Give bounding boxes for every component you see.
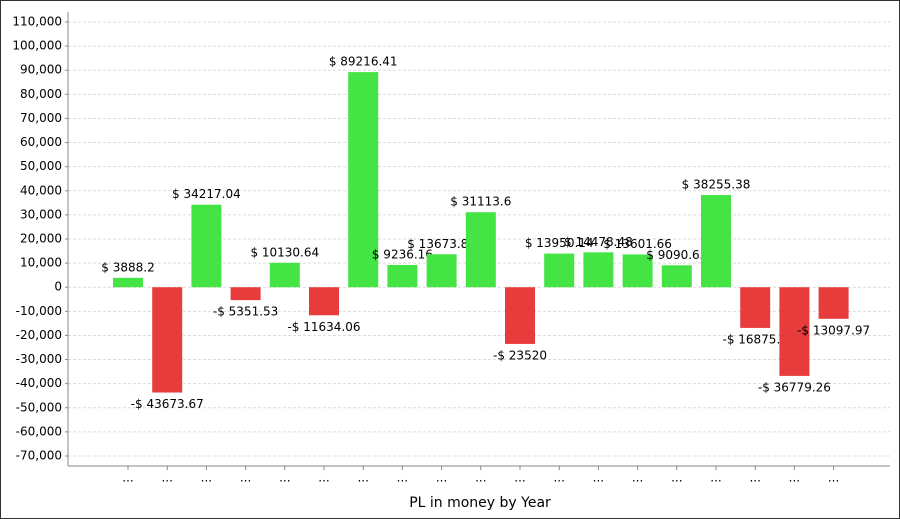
bar bbox=[505, 287, 535, 344]
bar bbox=[622, 254, 653, 288]
x-tick-label: ... bbox=[710, 471, 721, 485]
x-tick-label: ... bbox=[475, 471, 486, 485]
bar bbox=[661, 265, 692, 288]
y-tick-label: 110,000 bbox=[12, 15, 62, 29]
bar bbox=[818, 287, 849, 319]
bar bbox=[152, 287, 183, 393]
y-tick-label: -20,000 bbox=[16, 328, 62, 342]
data-label: $ 13950.14 bbox=[525, 236, 594, 250]
data-label: $ 31113.6 bbox=[450, 195, 511, 209]
y-tick-label: 90,000 bbox=[20, 63, 62, 77]
data-label: $ 38255.38 bbox=[682, 177, 751, 191]
bar bbox=[583, 252, 614, 288]
y-tick-label: 20,000 bbox=[20, 232, 62, 246]
y-tick-label: -50,000 bbox=[16, 400, 62, 414]
data-label: $ 9090.65 bbox=[646, 248, 707, 262]
y-tick-label: -70,000 bbox=[16, 449, 62, 463]
y-tick-label: 10,000 bbox=[20, 256, 62, 270]
data-label: -$ 16875.9 bbox=[722, 332, 787, 346]
data-label: $ 3888.2 bbox=[101, 260, 154, 274]
bar bbox=[426, 254, 457, 288]
bar bbox=[230, 287, 261, 301]
x-tick-label: ... bbox=[201, 471, 212, 485]
bar bbox=[113, 277, 143, 288]
x-tick-label: ... bbox=[318, 471, 329, 485]
bar bbox=[309, 287, 339, 316]
x-tick-label: ... bbox=[514, 471, 525, 485]
data-label: -$ 5351.53 bbox=[213, 305, 278, 319]
x-tick-label: ... bbox=[749, 471, 760, 485]
data-label: $ 89216.41 bbox=[329, 55, 398, 69]
bar bbox=[191, 204, 222, 288]
x-tick-label: ... bbox=[161, 471, 172, 485]
bar bbox=[544, 253, 575, 288]
data-label: $ 13673.89 bbox=[407, 237, 476, 251]
bar bbox=[701, 194, 731, 288]
y-tick-label: 40,000 bbox=[20, 183, 62, 197]
data-label: -$ 13097.97 bbox=[797, 323, 870, 337]
data-label: -$ 43673.67 bbox=[131, 397, 204, 411]
y-tick-label: 0 bbox=[54, 280, 62, 294]
y-tick-label: 30,000 bbox=[20, 207, 62, 221]
x-tick-label: ... bbox=[436, 471, 447, 485]
data-label: $ 14478.48 bbox=[564, 235, 633, 249]
data-label: -$ 11634.06 bbox=[287, 320, 360, 334]
y-tick-label: 60,000 bbox=[20, 135, 62, 149]
x-tick-label: ... bbox=[789, 471, 800, 485]
data-label: -$ 23520 bbox=[493, 348, 547, 362]
x-tick-label: ... bbox=[671, 471, 682, 485]
y-tick-label: 50,000 bbox=[20, 159, 62, 173]
y-tick-label: -30,000 bbox=[16, 352, 62, 366]
x-tick-label: ... bbox=[553, 471, 564, 485]
data-label: $ 9236.16 bbox=[372, 247, 433, 261]
y-tick-label: 100,000 bbox=[12, 39, 62, 53]
bar bbox=[465, 212, 496, 288]
bar bbox=[779, 287, 810, 376]
data-label: $ 10130.64 bbox=[250, 245, 319, 259]
x-tick-label: ... bbox=[279, 471, 290, 485]
x-tick-label: ... bbox=[593, 471, 604, 485]
data-label: $ 34217.04 bbox=[172, 187, 241, 201]
x-tick-label: ... bbox=[397, 471, 408, 485]
x-tick-label: ... bbox=[122, 471, 133, 485]
y-tick-label: 70,000 bbox=[20, 111, 62, 125]
x-tick-label: ... bbox=[357, 471, 368, 485]
bar bbox=[740, 287, 771, 328]
y-tick-label: -40,000 bbox=[16, 376, 62, 390]
bar bbox=[269, 262, 300, 288]
data-label: -$ 36779.26 bbox=[758, 380, 831, 394]
y-tick-label: -60,000 bbox=[16, 424, 62, 438]
bar bbox=[348, 72, 379, 288]
y-tick-label: -10,000 bbox=[16, 304, 62, 318]
bar bbox=[387, 264, 418, 288]
x-tick-label: ... bbox=[828, 471, 839, 485]
x-tick-label: ... bbox=[240, 471, 251, 485]
x-tick-label: ... bbox=[632, 471, 643, 485]
data-label: $ 13601.66 bbox=[603, 237, 672, 251]
x-axis-label: PL in money by Year bbox=[409, 495, 551, 511]
y-tick-label: 80,000 bbox=[20, 87, 62, 101]
